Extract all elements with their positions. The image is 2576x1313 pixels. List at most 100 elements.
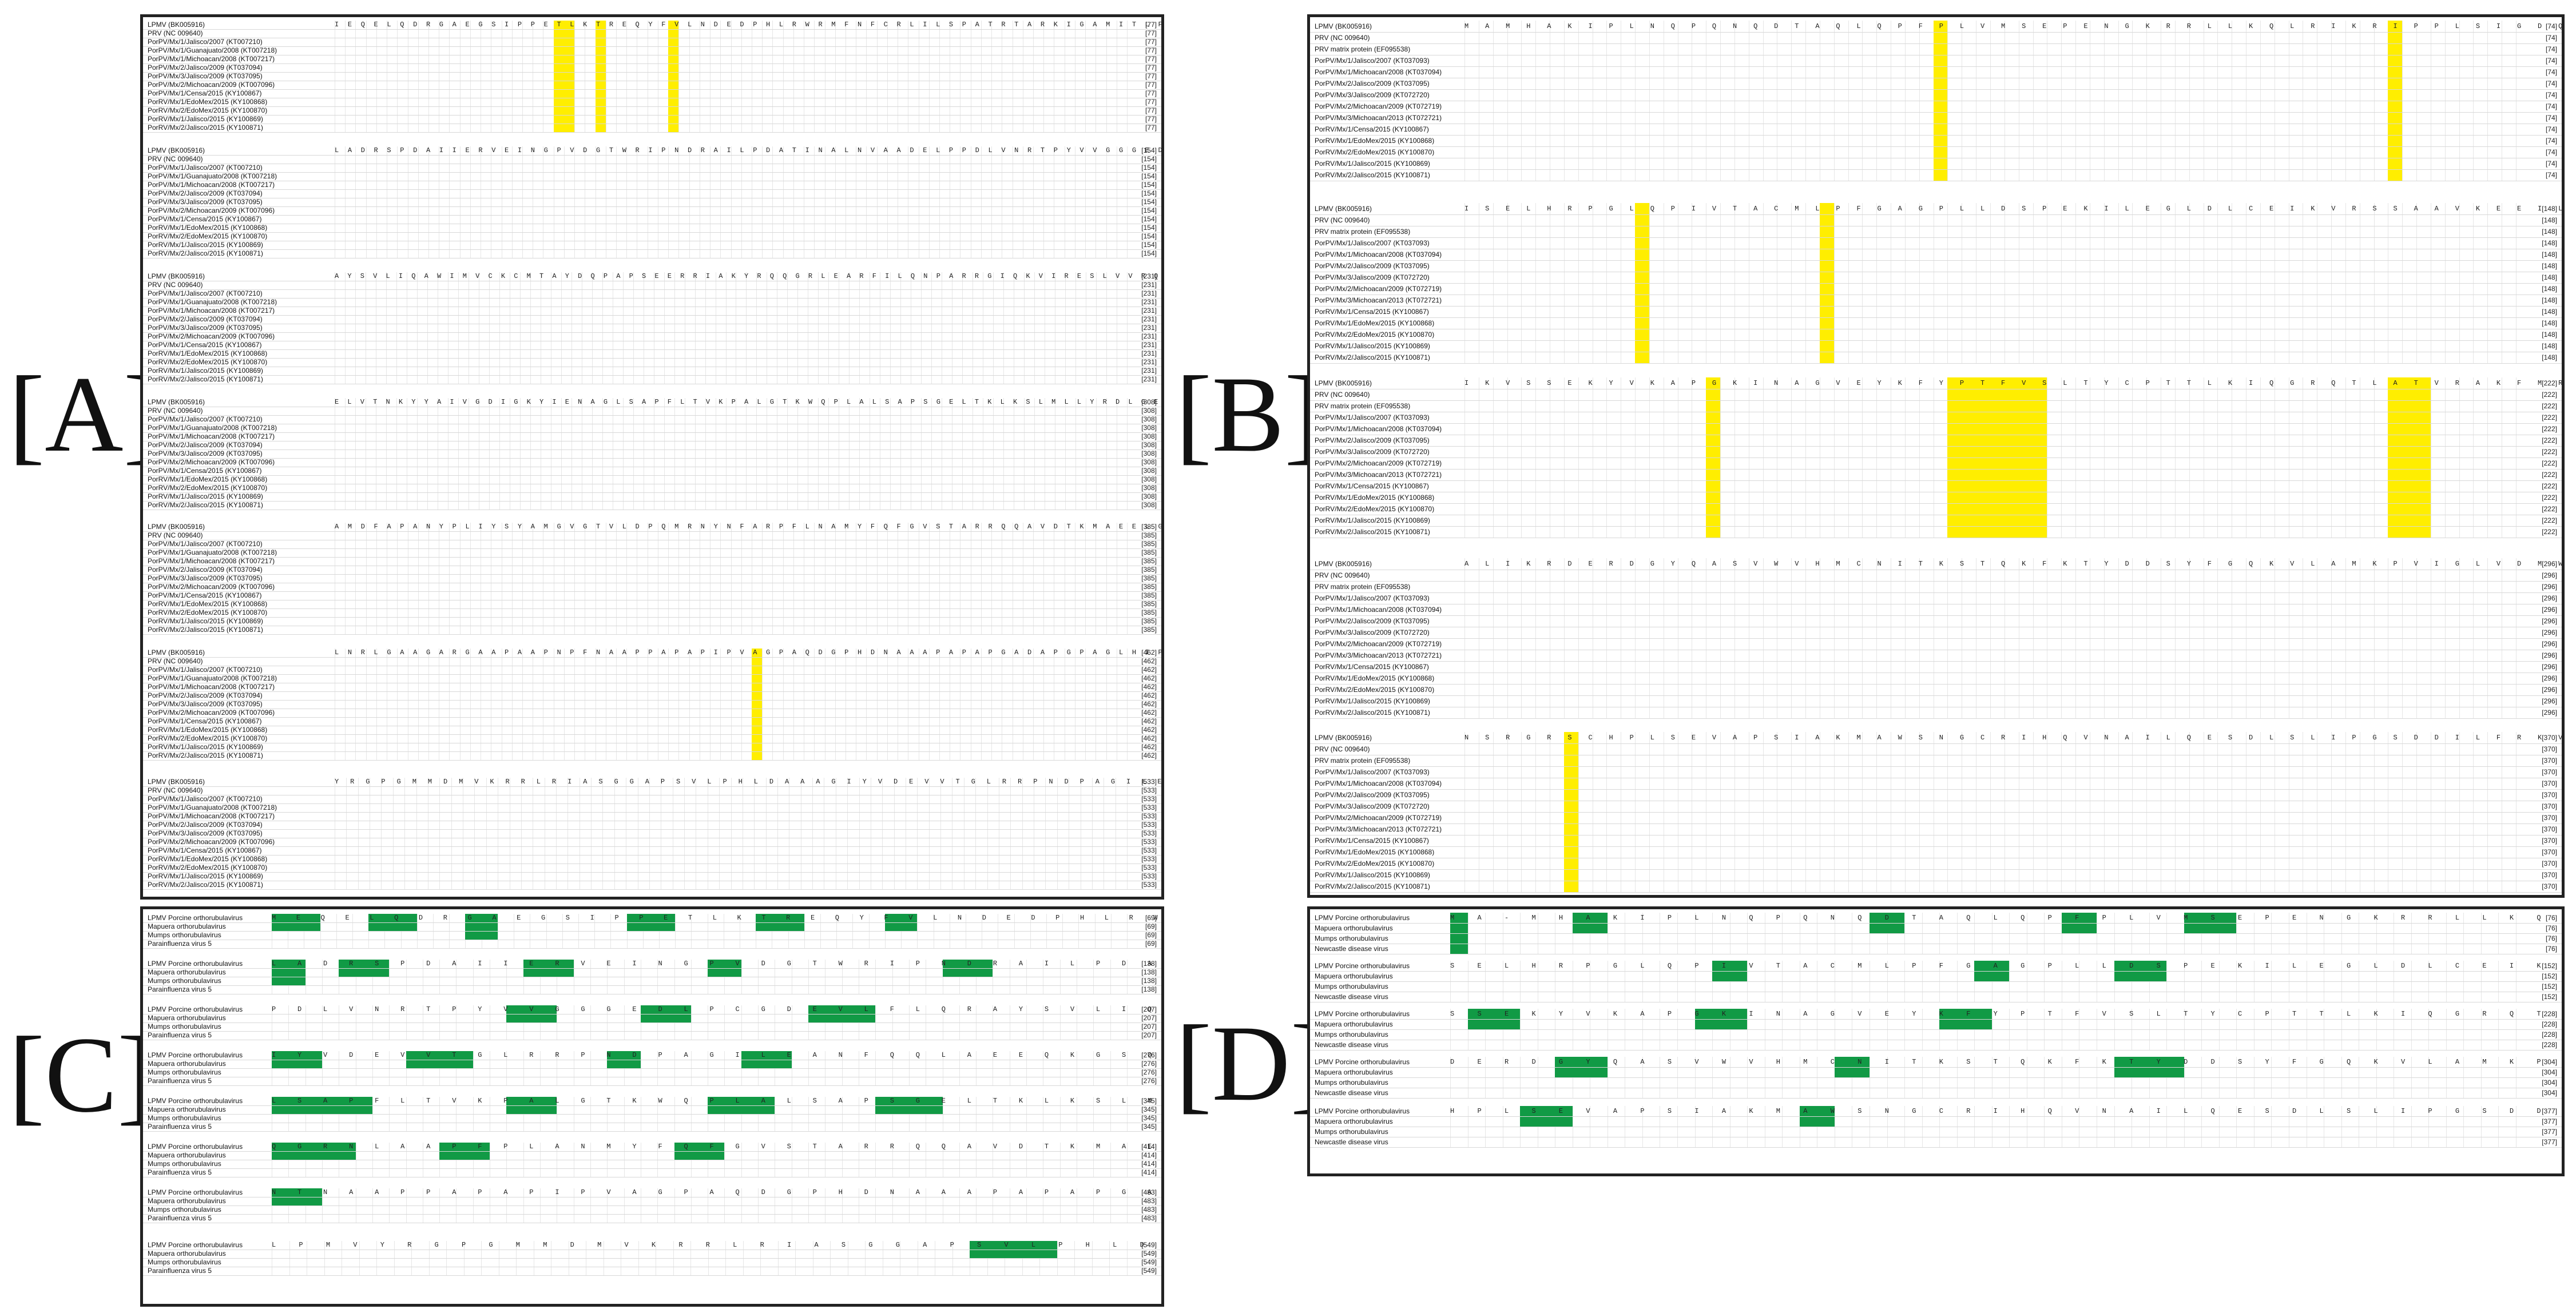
sequence-name: Mumps orthorubulavirus <box>1315 1079 1388 1087</box>
position-marker: [370] <box>2542 814 2557 822</box>
alignment-row: PorRV/Mx/1/Jalisco/2015 (KY100869) [222] <box>1310 515 2562 527</box>
grid-line <box>890 272 891 384</box>
grid-line <box>345 21 346 132</box>
grid-line <box>386 398 387 510</box>
position-marker: [308] <box>1141 492 1157 500</box>
grid-line <box>1024 272 1025 384</box>
position-marker: [138] <box>1141 985 1157 993</box>
sequence-name: PRV (NC 009640) <box>148 407 203 415</box>
grid-line <box>355 648 356 760</box>
grid-line <box>1106 272 1108 384</box>
alignment-row: Parainfluenza virus 5 [276] <box>143 1077 1161 1086</box>
position-marker: [276] <box>1141 1068 1157 1076</box>
grid-line <box>741 648 742 760</box>
position-marker: [222] <box>2542 448 2557 456</box>
sequence-name: PorRV/Mx/2/EdoMex/2015 (KY100870) <box>148 864 268 872</box>
position-marker: [138] <box>1141 977 1157 985</box>
sequence-name: Parainfluenza virus 5 <box>148 940 212 948</box>
consensus-sequence: P D L V N R T P Y V V G G G E D L P C G … <box>272 1005 1161 1013</box>
alignment-row: LPMV Porcine orthorubulavirus L S A P F L… <box>143 1097 1161 1106</box>
alignment-row: PorPV/Mx/1/Censa/2015 (KY100867) [385] <box>143 591 1161 600</box>
alignment-row: PorPV/Mx/1/Jalisco/2007 (KT037093) [370] <box>1310 766 2562 778</box>
sequence-name: PorPV/Mx/1/Jalisco/2007 (KT037093) <box>1315 594 1430 602</box>
alignment-row: Mapuera orthorubulavirus [138] <box>143 968 1161 977</box>
sequence-name: PorPV/Mx/2/Michoacan/2009 (KT072719) <box>1315 102 1442 110</box>
alignment-row: PorRV/Mx/2/Jalisco/2015 (KY100871) [370] <box>1310 881 2562 893</box>
variant-highlight <box>751 648 763 760</box>
position-marker: [77] <box>1145 98 1157 106</box>
grid-line <box>674 272 675 384</box>
position-marker: [148] <box>2542 331 2557 339</box>
sequence-name: PRV matrix protein (EF095538) <box>1315 45 1411 53</box>
grid-line <box>928 648 930 760</box>
position-marker: [345] <box>1141 1123 1157 1131</box>
alignment-row: LPMV Porcine orthorubulavirus M A - M H A… <box>1310 913 2562 924</box>
sequence-name: PorPV/Mx/3/Jalisco/2009 (KT037095) <box>148 324 263 332</box>
alignment-block: LPMV Porcine orthorubulavirus S E L H R P… <box>1310 961 2562 1002</box>
grid-line <box>678 523 680 634</box>
alignment-block: LPMV Porcine orthorubulavirus L P M V Y R… <box>143 1241 1161 1276</box>
sequence-name: PorRV/Mx/2/EdoMex/2015 (KY100870) <box>148 358 268 366</box>
grid-line <box>574 146 575 258</box>
sequence-name: Mapuera orthorubulavirus <box>1315 924 1393 932</box>
alignment-row: PorPV/Mx/2/Jalisco/2009 (KT037095) [148] <box>1310 260 2562 272</box>
grid-line <box>1075 398 1077 510</box>
grid-line <box>1075 272 1077 384</box>
position-marker: [152] <box>2542 993 2557 1001</box>
alignment-row: PorPV/Mx/2/Jalisco/2009 (KT037095) [296] <box>1310 615 2562 627</box>
alignment-row: PorRV/Mx/2/EdoMex/2015 (KY100870) [74] <box>1310 146 2562 158</box>
alignment-row: PorPV/Mx/1/Jalisco/2007 (KT037093) [74] <box>1310 55 2562 67</box>
position-marker: [533] <box>1141 872 1157 880</box>
sequence-name: PorRV/Mx/2/Jalisco/2015 (KY100871) <box>1315 882 1430 890</box>
sequence-name: LPMV (BK005916) <box>1315 205 1372 213</box>
grid-line <box>1033 523 1034 634</box>
alignment-row: PorRV/Mx/2/Jalisco/2015 (KY100871) [148] <box>1310 352 2562 364</box>
position-marker: [76] <box>2545 934 2557 942</box>
grid-line <box>418 146 419 258</box>
consensus-sequence: S S E K Y V K A P G K I N A G V E Y K F … <box>1450 1010 2551 1018</box>
position-marker: [148] <box>2542 216 2557 224</box>
grid-line <box>563 648 565 760</box>
grid-line <box>793 523 794 634</box>
position-marker: [533] <box>1141 855 1157 863</box>
grid-line <box>689 21 690 132</box>
position-marker: [222] <box>2542 516 2557 524</box>
position-marker: [462] <box>1141 709 1157 717</box>
position-marker: [533] <box>1141 864 1157 872</box>
sequence-name: PRV (NC 009640) <box>148 29 203 37</box>
position-marker: [304] <box>2542 1089 2557 1097</box>
consensus-sequence: I E Q E L Q D R G A E G S I P P E T L K … <box>335 21 1164 29</box>
alignment-block: LPMV Porcine orthorubulavirus L S A P F L… <box>143 1097 1161 1132</box>
grid-line <box>592 398 593 510</box>
sequence-name: Mapuera orthorubulavirus <box>148 1014 226 1022</box>
grid-line <box>416 398 418 510</box>
grid-line <box>1033 648 1034 760</box>
alignment-row: PRV (NC 009640) [77] <box>143 29 1161 38</box>
grid-line <box>783 523 784 634</box>
consensus-sequence: L S A P F L T V K P A L G T K W Q P L A … <box>272 1097 1161 1105</box>
grid-line <box>720 523 721 634</box>
consensus-sequence: I S E L H R P G L Q P I V T A C M L P F … <box>1464 205 2562 213</box>
alignment-row: LPMV Porcine orthorubulavirus M E Q E L Q… <box>143 914 1161 923</box>
sequence-name: PorPV/Mx/1/Michoacan/2008 (KT037094) <box>1315 425 1442 433</box>
sequence-name: PorRV/Mx/2/EdoMex/2015 (KY100870) <box>148 484 268 492</box>
alignment-row: PorPV/Mx/1/Jalisco/2007 (KT007210) [154] <box>143 164 1161 173</box>
grid-line <box>756 272 757 384</box>
grid-line <box>689 523 690 634</box>
grid-line <box>602 398 603 510</box>
grid-line <box>720 21 721 132</box>
sequence-name: Mumps orthorubulavirus <box>1315 982 1388 990</box>
sequence-name: PRV (NC 009640) <box>148 531 203 539</box>
alignment-row: PorRV/Mx/1/EdoMex/2015 (KY100868) [533] <box>143 855 1161 864</box>
alignment-row: PorPV/Mx/3/Jalisco/2009 (KT037095) [308] <box>143 449 1161 459</box>
grid-line <box>1003 398 1005 510</box>
alignment-row: LPMV Porcine orthorubulavirus S E L H R P… <box>1310 961 2562 972</box>
alignment-row: PorPV/Mx/3/Jalisco/2009 (KT037095) [462] <box>143 700 1161 709</box>
grid-line <box>418 523 419 634</box>
position-marker: [345] <box>1141 1105 1157 1113</box>
alignment-block: LPMV (BK005916) N S R G R S C H P L S E V… <box>1310 732 2562 893</box>
sequence-name: PorPV/Mx/2/Jalisco/2009 (KT037095) <box>1315 617 1430 625</box>
position-marker: [533] <box>1141 786 1157 794</box>
grid-line <box>376 523 377 634</box>
sequence-name: LPMV Porcine orthorubulavirus <box>148 1241 243 1249</box>
